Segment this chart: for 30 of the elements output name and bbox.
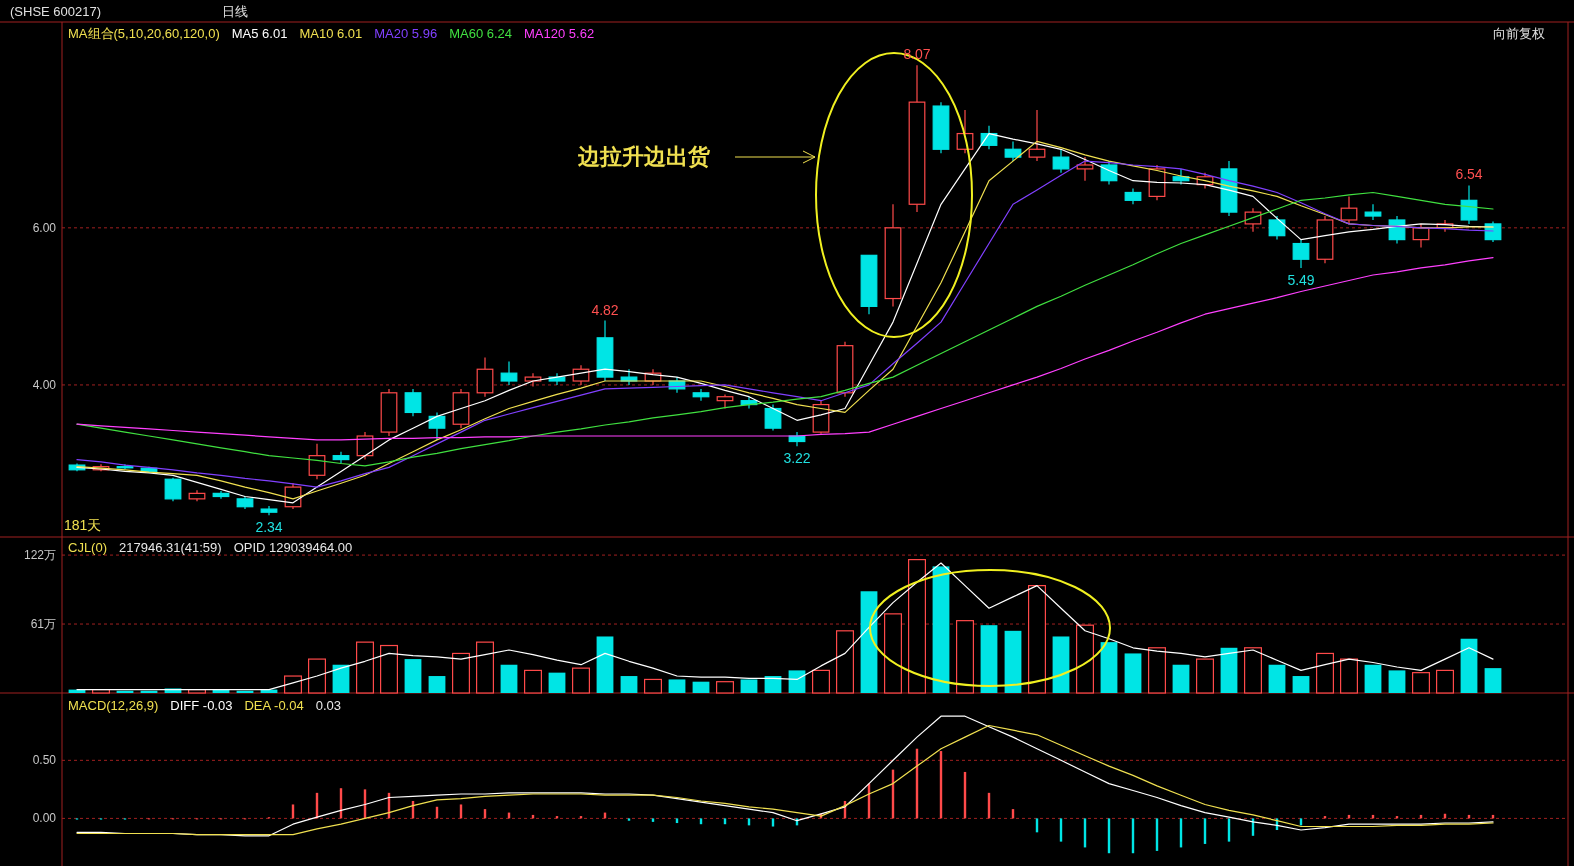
- annotation: 8.07: [903, 46, 931, 63]
- annotation: 217946.31(41:59): [119, 540, 222, 555]
- annotation: 181天: [64, 517, 102, 533]
- annotation: 向前复权: [1493, 26, 1545, 41]
- text: MA20 5.96: [374, 26, 438, 41]
- annotation: CJL(0): [68, 540, 108, 555]
- annotation: OPID 129039464.00: [233, 540, 353, 555]
- text: DEA -0.04: [244, 698, 304, 713]
- y-tick-label: 61万: [30, 617, 56, 632]
- annotation: 0.03: [315, 698, 342, 713]
- annotation: MA组合(5,10,20,60,120,0): [68, 26, 220, 41]
- text: MA60 6.24: [449, 26, 513, 41]
- y-tick-label: 0.50: [32, 753, 57, 768]
- text: MA10 6.01: [299, 26, 363, 41]
- annotation: 3.22: [783, 450, 811, 467]
- annotation: MACD(12,26,9): [68, 698, 159, 713]
- y-tick-label: 122万: [23, 548, 56, 563]
- annotation: 4.82: [591, 301, 619, 318]
- text: DIFF -0.03: [170, 698, 233, 713]
- y-tick-label: 4.00: [32, 377, 57, 392]
- annotation: 6.54: [1455, 166, 1483, 183]
- annotation: 边拉升边出货: [577, 144, 710, 169]
- y-tick-label: 6.00: [32, 220, 57, 235]
- text: MA120 5.62: [524, 26, 595, 41]
- text: (SHSE 600217): [10, 4, 102, 19]
- text: MA5 6.01: [231, 26, 288, 41]
- annotation: 2.34: [255, 519, 283, 536]
- y-tick-label: 0.00: [32, 811, 57, 826]
- annotation: 5.49: [1287, 271, 1315, 288]
- text: 日线: [222, 4, 248, 19]
